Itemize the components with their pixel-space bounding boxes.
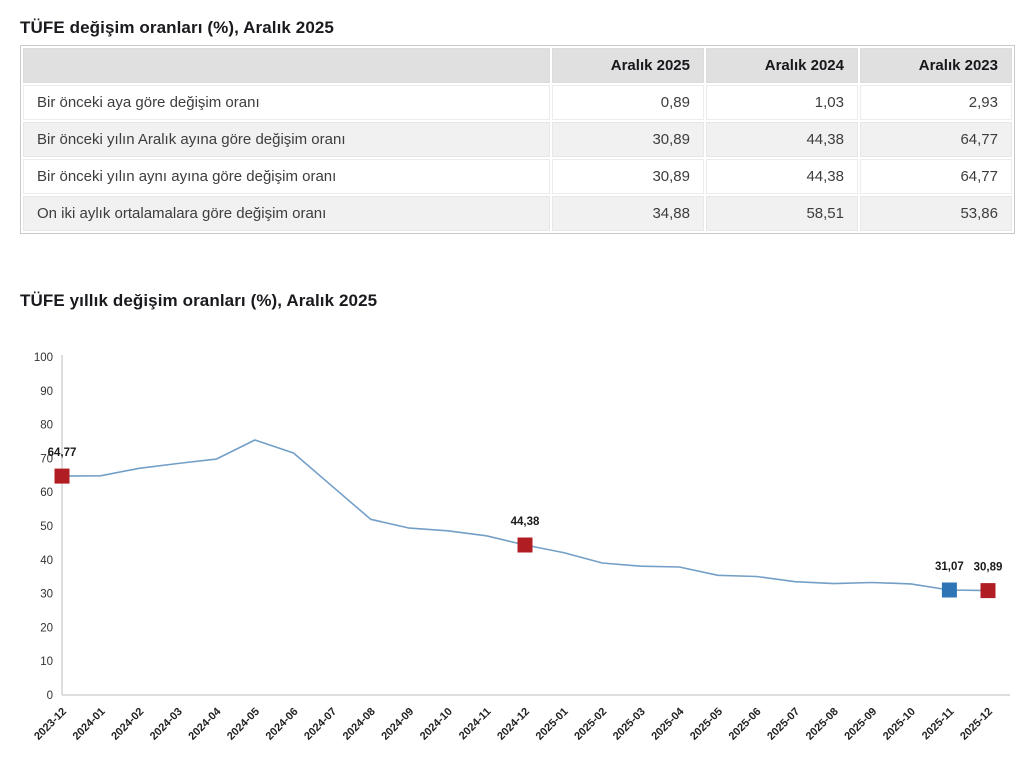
x-tick-label: 2025-05 xyxy=(688,706,725,743)
x-tick-label: 2025-10 xyxy=(881,706,918,743)
x-tick-label: 2024-11 xyxy=(457,706,494,743)
x-tick-label: 2025-01 xyxy=(534,706,571,743)
table-title: TÜFE değişim oranları (%), Aralık 2025 xyxy=(20,18,334,37)
marker-2025-11 xyxy=(941,582,957,598)
y-tick-label: 0 xyxy=(47,690,53,702)
annual-cpi-line-chart: 0 10 20 30 40 50 60 70 80 90 100 2023-12 2024-01 2024… xyxy=(20,345,1010,762)
value-cell: 34,88 xyxy=(552,196,704,231)
x-tick-label: 2025-04 xyxy=(649,705,687,743)
marker-2024-12 xyxy=(517,537,533,553)
y-tick-label: 10 xyxy=(40,656,53,668)
x-tick-label: 2024-03 xyxy=(148,706,185,743)
x-tick-label: 2024-10 xyxy=(418,706,455,743)
value-cell: 53,86 xyxy=(860,196,1012,231)
row-label-cell: Bir önceki yılın Aralık ayına göre değiş… xyxy=(23,122,550,157)
marker-2025-12 xyxy=(980,583,996,599)
value-cell: 1,03 xyxy=(706,85,858,120)
row-label-cell: Bir önceki aya göre değişim oranı xyxy=(23,85,550,120)
x-tick-label: 2024-02 xyxy=(109,706,146,743)
cpi-change-table: Aralık 2025 Aralık 2024 Aralık 2023 Bir ön… xyxy=(20,45,1015,234)
x-tick-label: 2024-07 xyxy=(302,706,339,743)
chart-section: TÜFE yıllık değişim oranları (%), Aralık… xyxy=(20,291,1010,762)
x-tick-label: 2025-07 xyxy=(765,706,802,743)
y-tick-label: 20 xyxy=(40,622,53,634)
x-tick-label: 2023-12 xyxy=(32,706,69,743)
x-tick-label: 2025-06 xyxy=(727,706,764,743)
x-tick-label: 2024-01 xyxy=(71,706,108,743)
y-tick-label: 30 xyxy=(40,589,53,601)
marker-label-2025-12: 30,89 xyxy=(974,562,1003,574)
x-tick-label: 2024-08 xyxy=(341,706,378,743)
value-cell: 2,93 xyxy=(860,85,1012,120)
value-cell: 44,38 xyxy=(706,122,858,157)
y-tick-label: 90 xyxy=(40,386,53,398)
x-tick-label: 2025-02 xyxy=(572,706,609,743)
table-header-cell: Aralık 2024 xyxy=(706,48,858,83)
y-tick-label: 70 xyxy=(40,453,53,465)
x-tick-label: 2024-05 xyxy=(225,706,262,743)
table-row: Bir önceki yılın aynı ayına göre değişim… xyxy=(23,159,1012,194)
x-tick-label: 2024-09 xyxy=(379,706,416,743)
chart-title: TÜFE yıllık değişim oranları (%), Aralık… xyxy=(20,291,378,310)
marker-label-2023-12: 64,77 xyxy=(48,447,77,459)
value-cell: 30,89 xyxy=(552,122,704,157)
table-header-empty-cell xyxy=(23,48,550,83)
y-tick-label: 80 xyxy=(40,420,53,432)
x-tick-label: 2025-03 xyxy=(611,706,648,743)
y-tick-label: 60 xyxy=(40,487,53,499)
table-row: Bir önceki yılın Aralık ayına göre değiş… xyxy=(23,122,1012,157)
table-body: Bir önceki aya göre değişim oranı 0,89 1,0… xyxy=(23,85,1012,231)
marker-label-2025-11: 31,07 xyxy=(935,561,964,573)
value-cell: 44,38 xyxy=(706,159,858,194)
table-row: On iki aylık ortalamalara göre değişim o… xyxy=(23,196,1012,231)
table-header-cell: Aralık 2023 xyxy=(860,48,1012,83)
marker-2023-12 xyxy=(54,468,70,484)
x-tick-label: 2025-08 xyxy=(804,706,841,743)
table-header-row: Aralık 2025 Aralık 2024 Aralık 2023 xyxy=(23,48,1012,83)
y-tick-label: 50 xyxy=(40,521,53,533)
x-tick-label: 2024-12 xyxy=(495,706,532,743)
x-tick-label: 2025-09 xyxy=(842,706,879,743)
value-cell: 58,51 xyxy=(706,196,858,231)
value-cell: 30,89 xyxy=(552,159,704,194)
value-cell: 64,77 xyxy=(860,122,1012,157)
y-tick-label: 40 xyxy=(40,555,53,567)
row-label-cell: On iki aylık ortalamalara göre değişim o… xyxy=(23,196,550,231)
value-cell: 0,89 xyxy=(552,85,704,120)
x-tick-label: 2024-04 xyxy=(186,705,224,743)
x-tick-label: 2025-12 xyxy=(958,706,995,743)
x-tick-label: 2024-06 xyxy=(264,706,301,743)
table-header-cell: Aralık 2025 xyxy=(552,48,704,83)
x-tick-label: 2025-11 xyxy=(920,706,957,743)
table-row: Bir önceki aya göre değişim oranı 0,89 1,0… xyxy=(23,85,1012,120)
y-tick-label: 100 xyxy=(34,352,53,364)
marker-label-2024-12: 44,38 xyxy=(511,516,540,528)
value-cell: 64,77 xyxy=(860,159,1012,194)
row-label-cell: Bir önceki yılın aynı ayına göre değişim… xyxy=(23,159,550,194)
